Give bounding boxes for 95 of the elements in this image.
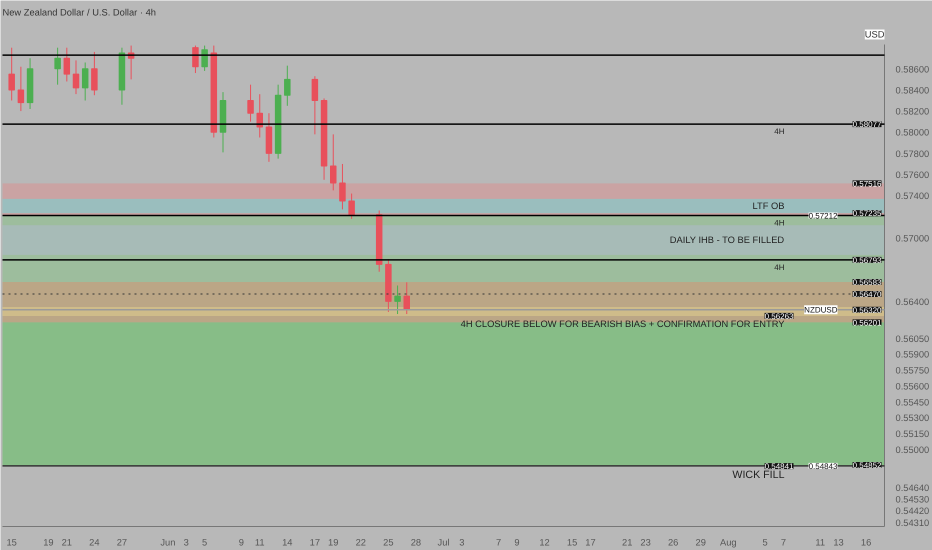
candlestick — [312, 76, 318, 135]
annotation: 0.54843 — [808, 462, 838, 471]
x-tick-label: 3 — [184, 538, 189, 548]
y-tick-label: 0.57800 — [896, 148, 930, 159]
x-tick-label: 5 — [762, 538, 768, 548]
x-tick-label: 11 — [254, 538, 265, 548]
y-tick-label: 0.58400 — [896, 85, 930, 96]
x-tick-label: 17 — [310, 538, 320, 548]
candlestick — [284, 65, 291, 106]
candlestick — [403, 282, 410, 315]
candlestick — [64, 47, 70, 82]
x-tick-label: 15 — [6, 538, 17, 548]
band-label: 4H CLOSURE BELOW FOR BEARISH BIAS + CONFIRMATION FOR ENTRY — [460, 318, 786, 329]
y-tick-label: 0.58200 — [896, 106, 930, 117]
candlestick — [201, 45, 208, 72]
x-tick-label: 9 — [238, 538, 244, 548]
candlestick — [192, 45, 199, 74]
chart-title: New Zealand Dollar / U.S. Dollar · 4h — [2, 8, 156, 18]
x-tick-label: 7 — [780, 538, 786, 548]
y-tick-label: 0.56050 — [896, 334, 930, 344]
x-tick-label: 7 — [496, 538, 502, 548]
ref-line-label: 4H — [774, 262, 785, 272]
y-tick-label: 0.55600 — [896, 381, 930, 392]
y-tick-label: 0.55750 — [896, 366, 930, 376]
x-tick-label: 9 — [514, 538, 520, 548]
candlestick — [330, 134, 337, 191]
x-tick-label: 25 — [383, 538, 394, 548]
x-tick-label: 26 — [668, 538, 678, 548]
x-tick-label: 19 — [328, 538, 338, 548]
candlestick — [18, 66, 24, 112]
annotation: 0.57235 — [852, 209, 882, 218]
candlestick — [54, 47, 61, 86]
x-tick-label: Aug — [720, 538, 737, 548]
annotation: 0.57516 — [852, 179, 882, 188]
x-tick-label: 29 — [696, 538, 706, 548]
y-tick-label: 0.54420 — [896, 506, 930, 516]
x-tick-label: 13 — [833, 538, 844, 548]
candlestick — [394, 285, 401, 315]
x-tick-label: 14 — [282, 538, 293, 548]
x-tick-label: Jun — [160, 538, 176, 548]
y-tick-label: 0.56400 — [896, 296, 930, 307]
band-label: DAILY IHB - TO BE FILLED — [670, 235, 784, 246]
x-tick-label: 11 — [815, 538, 826, 548]
y-tick-label: 0.55900 — [896, 350, 930, 360]
y-tick-label: 0.54310 — [896, 518, 930, 528]
y-tick-label: 0.57400 — [896, 191, 930, 202]
x-tick-label: 19 — [43, 538, 54, 548]
annotation: 0.56583 — [852, 278, 882, 288]
candlestick — [339, 163, 346, 210]
x-tick-label: 28 — [410, 538, 422, 548]
annotation: 0.58077 — [852, 120, 882, 130]
band-label: LTF OB — [752, 200, 785, 211]
candlestick — [82, 62, 88, 102]
x-tick-label: 27 — [116, 538, 128, 548]
annotation: 0.56201 — [852, 318, 882, 328]
x-tick-label: 22 — [356, 538, 366, 548]
x-tick-label: 15 — [566, 538, 578, 548]
y-tick-label: 0.54640 — [896, 482, 930, 493]
x-tick-label: Jul — [438, 538, 450, 548]
y-tick-label: 0.57000 — [896, 233, 930, 244]
y-tick-label: 0.55300 — [896, 413, 930, 424]
candlestick — [72, 60, 80, 95]
y-tick-label: 0.58000 — [896, 128, 930, 138]
x-tick-label: 21 — [622, 538, 632, 548]
x-tick-label: 16 — [860, 538, 872, 548]
ref-line-label: 4H — [774, 218, 785, 228]
x-tick-label: 24 — [89, 538, 100, 548]
y-axis-title: USD — [864, 30, 885, 40]
candlestick — [8, 47, 15, 102]
x-tick-label: 3 — [459, 538, 464, 548]
y-tick-label: 0.55150 — [896, 428, 930, 439]
annotation: 0.57212 — [808, 212, 838, 221]
candlestick — [247, 84, 254, 122]
annotation: 0.54852 — [852, 460, 882, 470]
x-tick-label: 12 — [539, 538, 550, 548]
candlestick — [91, 51, 98, 96]
annotation: NZDUSD — [804, 305, 838, 314]
y-tick-label: 0.55450 — [896, 397, 930, 408]
x-tick-label: 23 — [640, 538, 651, 548]
x-tick-label: 21 — [62, 538, 72, 548]
annotation: 0.54841 — [764, 462, 794, 472]
y-tick-label: 0.57600 — [896, 170, 930, 180]
x-tick-label: 5 — [202, 538, 208, 548]
candlestick — [256, 94, 264, 138]
candlestick — [348, 193, 355, 220]
annotation: 0.56793 — [852, 256, 882, 265]
y-tick-label: 0.58600 — [896, 64, 930, 74]
annotation: 0.56320 — [852, 306, 882, 315]
annotation: 0.56470 — [852, 290, 882, 299]
ref-line-label: 4H — [774, 127, 785, 136]
y-tick-label: 0.55000 — [896, 444, 930, 455]
annotation: 0.56263 — [764, 312, 794, 321]
x-tick-label: 17 — [585, 538, 596, 548]
y-tick-label: 0.54530 — [896, 494, 930, 505]
ref-line-label: WICK FILL — [732, 468, 785, 481]
